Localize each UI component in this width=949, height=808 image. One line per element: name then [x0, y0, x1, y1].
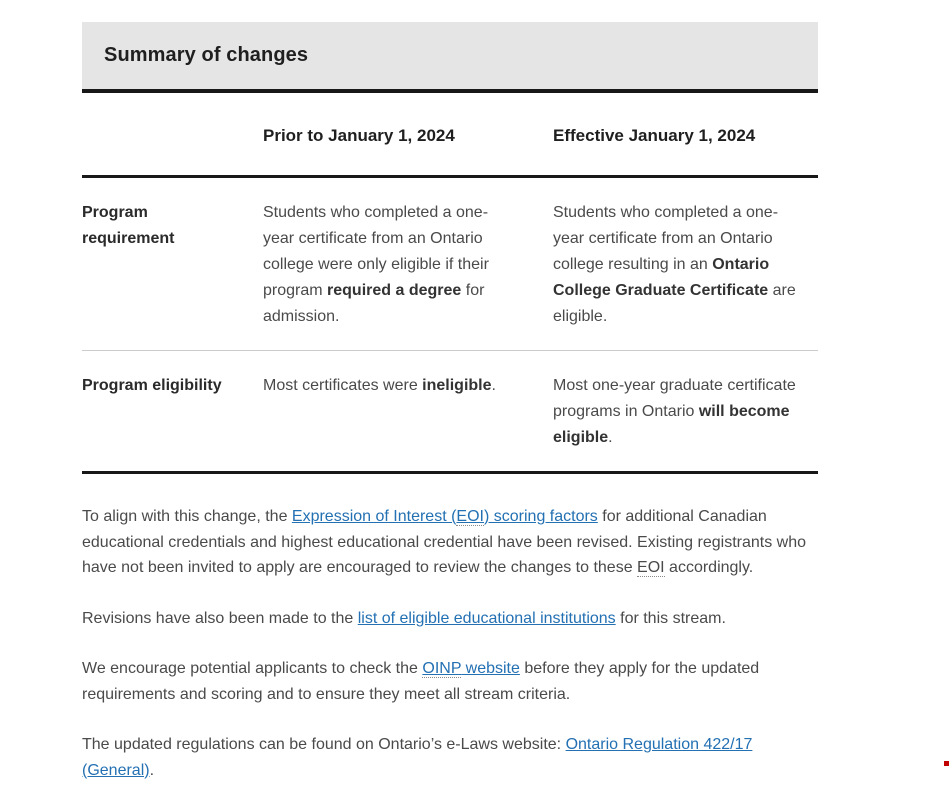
text-segment: accordingly. — [664, 559, 754, 576]
cell-prior-program-eligibility: Most certificates were ineligible. — [263, 350, 553, 474]
text-segment: Most certificates were — [263, 377, 423, 394]
text-segment: . — [491, 377, 496, 394]
text-segment: Revisions have also been made to the — [82, 609, 358, 627]
cell-effective-program-eligibility: Most one-year graduate certificate progr… — [553, 350, 818, 474]
corner-cell — [82, 93, 263, 178]
abbreviation: EOI — [637, 559, 665, 577]
cell-prior-program-requirement: Students who completed a one-year certif… — [263, 176, 553, 351]
summary-title: Summary of changes — [104, 44, 309, 66]
table-row-program-requirement: Program requirement Students who complet… — [82, 176, 818, 351]
text-segment: for this stream. — [615, 609, 726, 627]
text-segment: Most one-year graduate certificate progr… — [553, 377, 796, 420]
red-artifact — [944, 761, 949, 766]
bold-text: Ontario College Graduate Certificate — [553, 256, 770, 299]
paragraph-eligible-institutions: Revisions have also been made to the lis… — [82, 606, 818, 632]
bold-text: ineligible — [422, 377, 492, 394]
text-segment: We encourage potential applicants to che… — [82, 660, 423, 677]
table-header-row: Prior to January 1, 2024 Effective Janua… — [82, 93, 818, 178]
col-header-effective: Effective January 1, 2024 — [553, 93, 818, 178]
paragraph-eoi-scoring: To align with this change, the Expressio… — [82, 504, 818, 581]
text-segment: . — [608, 429, 613, 446]
text-segment: before they apply for the updated requir… — [82, 660, 760, 703]
paragraph-regulation: The updated regulations can be found on … — [82, 732, 818, 783]
text-segment: for admission. — [263, 282, 485, 325]
row-label-program-requirement: Program requirement — [82, 176, 263, 351]
col-header-prior: Prior to January 1, 2024 — [263, 93, 553, 178]
inline-link[interactable]: website — [461, 660, 520, 677]
bold-text: will become eligible — [553, 403, 790, 446]
inline-link[interactable]: list of eligible educational institution… — [357, 609, 616, 627]
text-segment: . — [149, 761, 155, 779]
text-segment: Students who completed a one-year certif… — [553, 204, 779, 273]
text-segment: The updated regulations can be found on … — [82, 736, 566, 753]
inline-link[interactable]: Expression of Interest ( — [291, 508, 457, 525]
row-label-program-eligibility: Program eligibility — [82, 350, 263, 474]
text-segment: are eligible. — [553, 282, 796, 325]
inline-link[interactable]: OINP — [422, 660, 462, 678]
summary-header: Summary of changes — [82, 22, 818, 93]
paragraph-oinp-website: We encourage potential applicants to che… — [82, 656, 818, 707]
summary-section: Summary of changes Prior to January 1, 2… — [82, 22, 818, 808]
inline-link[interactable]: ) scoring factors — [483, 508, 598, 525]
cell-effective-program-requirement: Students who completed a one-year certif… — [553, 176, 818, 351]
text-segment: Students who completed a one-year certif… — [263, 204, 489, 299]
text-segment: To align with this change, the — [82, 508, 292, 525]
bold-text: required a degree — [327, 282, 462, 299]
changes-table: Prior to January 1, 2024 Effective Janua… — [82, 93, 818, 474]
table-row-program-eligibility: Program eligibility Most certificates we… — [82, 350, 818, 474]
inline-link[interactable]: EOI — [456, 508, 484, 526]
text-segment: for additional Canadian educational cred… — [82, 508, 807, 576]
page: Summary of changes Prior to January 1, 2… — [82, 22, 949, 779]
